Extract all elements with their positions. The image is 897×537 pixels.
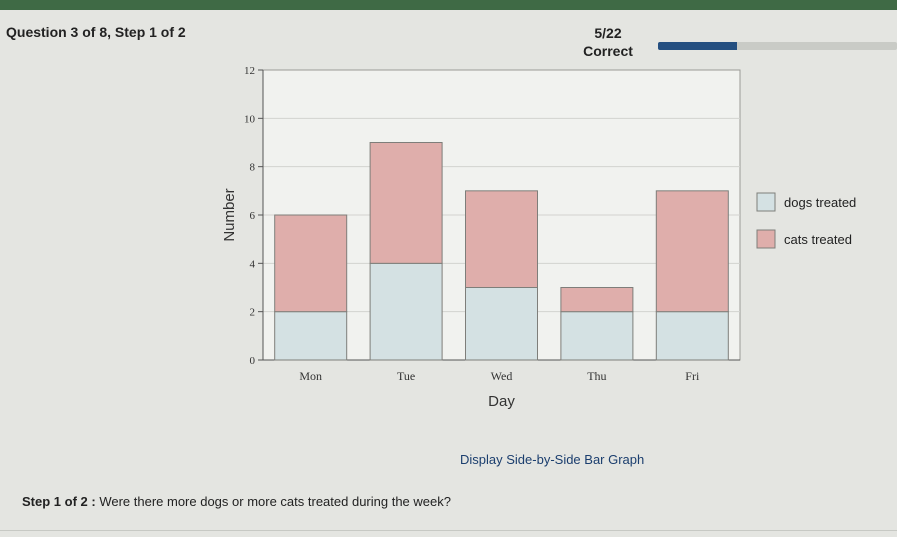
y-tick-label-5: 10: [244, 113, 256, 125]
stacked-bar-chart: 0 2 4 6 8 10 12 Mon Tue Wed Thu Fri Day Number dogs tr…: [221, 65, 856, 410]
bar-fri-cats: [655, 190, 729, 313]
bar-tue-cats: [369, 142, 443, 264]
step-question-text: Were there more dogs or more cats treate…: [99, 494, 451, 509]
y-tick-label-4: 8: [250, 162, 256, 174]
score-box: 5/22 Correct: [580, 24, 636, 60]
y-tick-label-3: 6: [250, 210, 256, 222]
side-by-side-toggle-link[interactable]: Display Side-by-Side Bar Graph: [460, 452, 645, 467]
progress-bar-fill: [658, 42, 737, 50]
x-tick-label-mon: Mon: [299, 369, 322, 383]
x-tick-label-tue: Tue: [397, 369, 415, 383]
bar-wed-cats: [465, 190, 538, 288]
x-tick-label-wed: Wed: [491, 369, 513, 383]
question-title: Question 3 of 8, Step 1 of 2: [6, 24, 186, 40]
x-tick-label-fri: Fri: [685, 369, 700, 383]
bar-mon-cats: [274, 214, 348, 313]
y-tick-label-2: 4: [250, 258, 256, 270]
progress-bar: [658, 42, 897, 50]
y-tick-label-1: 2: [250, 307, 256, 319]
bar-mon-dogs: [274, 311, 348, 361]
x-axis-title: Day: [488, 393, 515, 410]
bar-tue-dogs: [369, 262, 443, 361]
divider: [0, 530, 897, 531]
score-status: Correct: [583, 43, 633, 59]
legend-swatch-cats: [756, 229, 776, 249]
score-value: 5/22: [594, 25, 622, 41]
bar-thu-cats: [560, 287, 634, 313]
step-label: Step 1 of 2 :: [22, 494, 96, 509]
y-tick-label-0: 0: [250, 355, 256, 367]
y-tick-label-6: 12: [244, 65, 255, 77]
bar-thu-dogs: [560, 311, 634, 361]
top-strip: [0, 0, 897, 10]
bar-wed-dogs: [465, 287, 538, 361]
bar-fri-dogs: [655, 311, 729, 361]
x-tick-label-thu: Thu: [587, 369, 606, 383]
step-question: Step 1 of 2 : Were there more dogs or mo…: [22, 494, 451, 509]
legend-label-dogs: dogs treated: [784, 195, 856, 210]
y-axis-title: Number: [221, 188, 238, 241]
legend-swatch-dogs: [756, 192, 776, 212]
legend-label-cats: cats treated: [784, 232, 852, 247]
